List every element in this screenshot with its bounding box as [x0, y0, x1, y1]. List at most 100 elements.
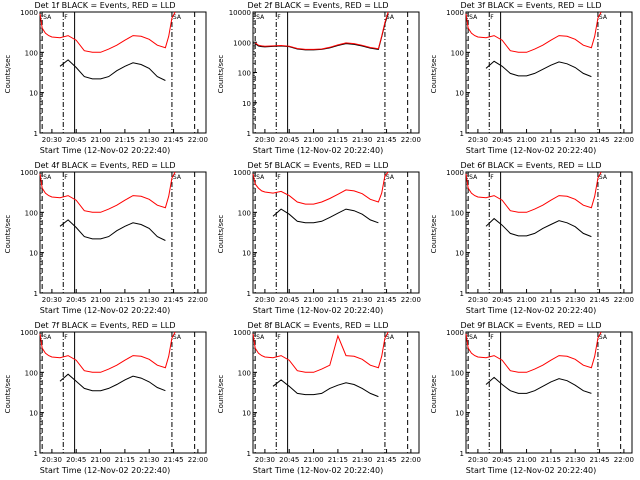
y-tick-label: 10: [455, 410, 464, 418]
y-tick-label: 10: [29, 250, 38, 258]
chart-plot-8: 1 10 100 1000 20:30 20:45 21:00 21:15 21:30 21:45…: [233, 329, 421, 464]
x-tick-label: 22:00: [188, 456, 208, 464]
x-axis-label: Start Time (12-Nov-02 20:22:40): [252, 306, 384, 315]
x-tick-label: 20:45: [492, 456, 512, 464]
y-tick-label: 1000: [233, 329, 251, 337]
y-tick-label: 10: [455, 250, 464, 258]
plot-frame: [39, 331, 207, 454]
series-red: [465, 171, 602, 213]
x-tick-label: 21:45: [589, 456, 609, 464]
x-tick-label: 21:45: [376, 296, 396, 304]
y-tick-label: 1000: [233, 39, 251, 47]
x-tick-label: 21:30: [352, 296, 372, 304]
x-tick-label: 21:15: [328, 296, 348, 304]
series-black: [59, 219, 166, 241]
chart-panel-4: Det 4f BLACK = Events, RED = LLD Counts/s…: [0, 160, 210, 315]
marker-label: SA: [173, 14, 182, 21]
series-red: [252, 331, 389, 373]
x-axis-label: Start Time (12-Nov-02 20:22:40): [39, 146, 171, 155]
chart-panel-8: Det 8f BLACK = Events, RED = LLD Counts/s…: [213, 320, 423, 475]
marker-label: SA: [256, 174, 265, 181]
y-tick-label: 1000: [20, 9, 38, 17]
series-black: [59, 373, 166, 392]
marker-label: SA: [256, 14, 265, 21]
y-tick-label: 1: [247, 130, 251, 138]
series-black: [485, 60, 592, 78]
marker-label: SA: [43, 334, 52, 341]
y-tick-label: 1: [34, 130, 38, 138]
plot-frame: [39, 11, 207, 134]
y-tick-label: 10: [455, 90, 464, 98]
marker-label: SA: [43, 14, 52, 21]
marker-label: F: [277, 174, 281, 181]
marker-label: F: [277, 334, 281, 341]
y-tick-label: 10: [242, 100, 251, 108]
x-tick-label: 21:45: [376, 456, 396, 464]
x-tick-label: 21:00: [90, 296, 110, 304]
chart-panel-2: Det 2f BLACK = Events, RED = LLD Counts/s…: [213, 0, 423, 155]
y-tick-label: 10: [242, 410, 251, 418]
x-tick-label: 20:45: [66, 456, 86, 464]
x-tick-label: 20:30: [255, 456, 275, 464]
marker-label: F: [490, 14, 494, 21]
marker-label: SA: [469, 334, 478, 341]
chart-title: Det 7f BLACK = Events, RED = LLD: [34, 321, 176, 330]
series-red: [254, 11, 389, 50]
y-tick-label: 1: [34, 450, 38, 458]
x-tick-label: 20:30: [255, 296, 275, 304]
chart-panel-5: Det 5f BLACK = Events, RED = LLD Counts/s…: [213, 160, 423, 315]
series-red: [465, 11, 602, 53]
x-tick-label: 21:15: [328, 136, 348, 144]
x-tick-label: 21:30: [352, 456, 372, 464]
x-tick-label: 21:45: [163, 296, 183, 304]
x-tick-label: 20:45: [66, 296, 86, 304]
series-black: [485, 217, 592, 238]
y-tick-label: 1: [460, 450, 464, 458]
plot-frame: [465, 171, 633, 294]
series-black: [59, 59, 166, 81]
x-axis-label: Start Time (12-Nov-02 20:22:40): [39, 306, 171, 315]
x-tick-label: 21:00: [303, 296, 323, 304]
x-tick-label: 22:00: [401, 296, 421, 304]
y-tick-label: 1: [247, 290, 251, 298]
chart-title: Det 9f BLACK = Events, RED = LLD: [460, 321, 602, 330]
chart-plot-5: 1 10 100 1000 20:30 20:45 21:00 21:15 21:30 21:45…: [233, 169, 421, 304]
x-tick-label: 21:30: [139, 296, 159, 304]
x-tick-label: 21:45: [589, 296, 609, 304]
series-red: [39, 171, 176, 213]
marker-label: SA: [43, 174, 52, 181]
chart-panel-9: Det 9f BLACK = Events, RED = LLD Counts/s…: [426, 320, 636, 475]
x-tick-label: 20:45: [492, 136, 512, 144]
plot-frame: [39, 171, 207, 294]
series-black: [254, 13, 389, 51]
x-tick-label: 21:15: [115, 456, 135, 464]
x-tick-label: 21:30: [565, 296, 585, 304]
marker-label: F: [64, 334, 68, 341]
y-tick-label: 100: [25, 209, 38, 217]
x-tick-label: 22:00: [614, 296, 634, 304]
x-tick-label: 20:30: [468, 456, 488, 464]
x-tick-label: 21:30: [565, 456, 585, 464]
chart-panel-6: Det 6f BLACK = Events, RED = LLD Counts/s…: [426, 160, 636, 315]
x-axis-label: Start Time (12-Nov-02 20:22:40): [252, 466, 384, 475]
series-red: [465, 331, 602, 373]
y-tick-label: 100: [25, 49, 38, 57]
y-tick-label: 1: [247, 450, 251, 458]
x-tick-label: 20:30: [468, 296, 488, 304]
x-tick-label: 22:00: [401, 456, 421, 464]
x-axis-label: Start Time (12-Nov-02 20:22:40): [39, 466, 171, 475]
chart-title: Det 4f BLACK = Events, RED = LLD: [34, 161, 176, 170]
y-tick-label: 100: [238, 369, 251, 377]
y-tick-label: 100: [451, 209, 464, 217]
x-tick-label: 21:15: [541, 296, 561, 304]
x-tick-label: 21:45: [163, 456, 183, 464]
chart-panel-7: Det 7f BLACK = Events, RED = LLD Counts/s…: [0, 320, 210, 475]
x-tick-label: 20:30: [468, 136, 488, 144]
chart-panel-1: Det 1f BLACK = Events, RED = LLD Counts/s…: [0, 0, 210, 155]
chart-plot-1: 1 10 100 1000 20:30 20:45 21:00 21:15 21:30 21:45…: [20, 9, 208, 144]
plot-frame: [252, 171, 420, 294]
y-tick-label: 10: [29, 90, 38, 98]
x-tick-label: 21:45: [589, 136, 609, 144]
x-tick-label: 20:30: [42, 136, 62, 144]
y-tick-label: 1: [460, 130, 464, 138]
